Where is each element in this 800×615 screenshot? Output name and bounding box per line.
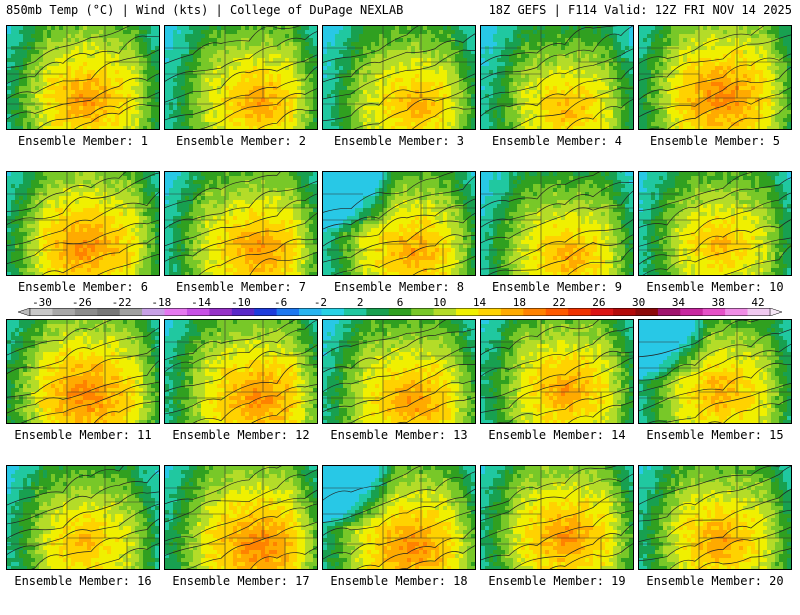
- ensemble-member-label: Ensemble Member: 9: [476, 280, 638, 294]
- colorbar-segment: [635, 308, 658, 316]
- colorbar-segment: [187, 308, 210, 316]
- temperature-map: [480, 171, 634, 276]
- colorbar-segment: [613, 308, 636, 316]
- map-title: 850mb Temp (°C) | Wind (kts) | College o…: [6, 3, 403, 17]
- colorbar-segment: [277, 308, 300, 316]
- ensemble-member-label: Ensemble Member: 13: [318, 428, 480, 442]
- ensemble-member-panel: Ensemble Member: 3: [322, 25, 476, 175]
- temperature-map: [638, 319, 792, 424]
- ensemble-member-panel: Ensemble Member: 13: [322, 319, 476, 469]
- colorbar-segment: [658, 308, 681, 316]
- colorbar-segment: [456, 308, 479, 316]
- ensemble-member-label: Ensemble Member: 14: [476, 428, 638, 442]
- temperature-map: [164, 465, 318, 570]
- temperature-map: [6, 25, 160, 130]
- temperature-map: [164, 25, 318, 130]
- ensemble-member-panel: Ensemble Member: 14: [480, 319, 634, 469]
- colorbar-segment: [523, 308, 546, 316]
- ensemble-member-label: Ensemble Member: 18: [318, 574, 480, 588]
- temperature-map: [164, 171, 318, 276]
- colorbar-segment: [254, 308, 277, 316]
- ensemble-member-label: Ensemble Member: 19: [476, 574, 638, 588]
- temperature-map: [322, 25, 476, 130]
- colorbar-min-arrow: [18, 308, 30, 316]
- ensemble-member-panel: Ensemble Member: 15: [638, 319, 792, 469]
- temperature-map: [322, 319, 476, 424]
- colorbar-segment: [75, 308, 98, 316]
- ensemble-member-label: Ensemble Member: 2: [160, 134, 322, 148]
- ensemble-member-panel: Ensemble Member: 11: [6, 319, 160, 469]
- run-valid-time: 18Z GEFS | F114 Valid: 12Z FRI NOV 14 20…: [489, 3, 792, 17]
- ensemble-member-label: Ensemble Member: 6: [2, 280, 164, 294]
- temperature-map: [480, 25, 634, 130]
- colorbar-segment: [344, 308, 367, 316]
- colorbar-segment: [478, 308, 501, 316]
- colorbar-segment: [366, 308, 389, 316]
- ensemble-member-panel: Ensemble Member: 16: [6, 465, 160, 615]
- colorbar-segment: [322, 308, 345, 316]
- colorbar-max-arrow: [770, 308, 782, 316]
- colorbar-segment: [142, 308, 165, 316]
- ensemble-member-label: Ensemble Member: 20: [634, 574, 796, 588]
- temperature-map: [638, 465, 792, 570]
- ensemble-member-label: Ensemble Member: 16: [2, 574, 164, 588]
- temperature-map: [480, 465, 634, 570]
- ensemble-member-panel: Ensemble Member: 5: [638, 25, 792, 175]
- colorbar-segment: [389, 308, 412, 316]
- temperature-map: [6, 319, 160, 424]
- ensemble-member-panel: Ensemble Member: 1: [6, 25, 160, 175]
- colorbar-segment: [725, 308, 748, 316]
- colorbar-segment: [748, 308, 771, 316]
- ensemble-member-label: Ensemble Member: 3: [318, 134, 480, 148]
- ensemble-member-panel: Ensemble Member: 2: [164, 25, 318, 175]
- temperature-map: [6, 465, 160, 570]
- ensemble-member-panel: Ensemble Member: 18: [322, 465, 476, 615]
- colorbar-segment: [299, 308, 322, 316]
- colorbar-segment: [591, 308, 614, 316]
- ensemble-member-panel: Ensemble Member: 12: [164, 319, 318, 469]
- temperature-map: [164, 319, 318, 424]
- temperature-map: [322, 465, 476, 570]
- colorbar-segment: [680, 308, 703, 316]
- ensemble-member-label: Ensemble Member: 17: [160, 574, 322, 588]
- colorbar-segment: [232, 308, 255, 316]
- ensemble-member-panel: Ensemble Member: 17: [164, 465, 318, 615]
- colorbar-segment: [120, 308, 143, 316]
- ensemble-member-label: Ensemble Member: 12: [160, 428, 322, 442]
- colorbar-segment: [52, 308, 75, 316]
- colorbar-segment: [546, 308, 569, 316]
- colorbar-scale: [18, 308, 782, 316]
- ensemble-member-label: Ensemble Member: 1: [2, 134, 164, 148]
- colorbar-segment: [411, 308, 434, 316]
- colorbar-segment: [30, 308, 53, 316]
- colorbar-segment: [165, 308, 188, 316]
- temperature-map: [6, 171, 160, 276]
- ensemble-member-label: Ensemble Member: 5: [634, 134, 796, 148]
- ensemble-member-label: Ensemble Member: 11: [2, 428, 164, 442]
- temperature-map: [638, 171, 792, 276]
- colorbar-segment: [209, 308, 232, 316]
- ensemble-member-panel: Ensemble Member: 19: [480, 465, 634, 615]
- colorbar-segment: [703, 308, 726, 316]
- ensemble-member-label: Ensemble Member: 7: [160, 280, 322, 294]
- ensemble-member-label: Ensemble Member: 8: [318, 280, 480, 294]
- colorbar-segment: [434, 308, 457, 316]
- ensemble-member-label: Ensemble Member: 4: [476, 134, 638, 148]
- ensemble-member-panel: Ensemble Member: 20: [638, 465, 792, 615]
- ensemble-member-label: Ensemble Member: 10: [634, 280, 796, 294]
- ensemble-member-label: Ensemble Member: 15: [634, 428, 796, 442]
- colorbar-segment: [568, 308, 591, 316]
- ensemble-member-panel: Ensemble Member: 4: [480, 25, 634, 175]
- temperature-map: [480, 319, 634, 424]
- temperature-map: [638, 25, 792, 130]
- temperature-map: [322, 171, 476, 276]
- colorbar-segment: [501, 308, 524, 316]
- colorbar-segment: [97, 308, 120, 316]
